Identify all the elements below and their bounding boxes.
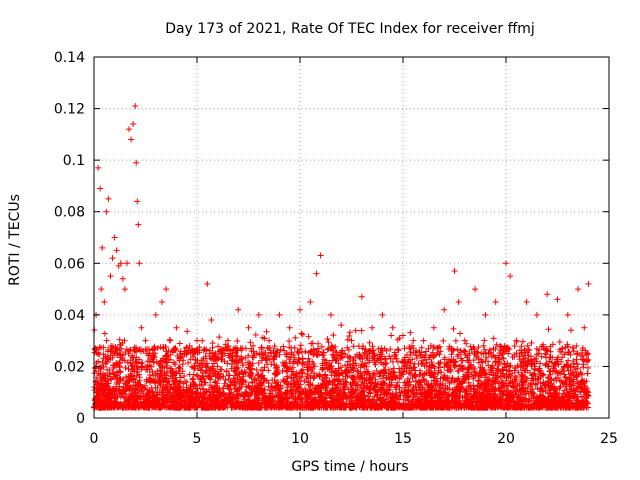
y-tick-label: 0 <box>76 411 85 427</box>
data-point <box>183 350 190 357</box>
y-tick-label: 0.14 <box>54 50 85 66</box>
data-point <box>581 324 588 331</box>
data-point <box>338 322 345 329</box>
data-point <box>158 298 165 305</box>
data-point <box>369 324 376 331</box>
data-point <box>235 306 242 313</box>
data-point <box>533 311 540 318</box>
data-point <box>113 247 120 254</box>
x-tick-label: 15 <box>394 431 412 447</box>
data-point <box>126 126 133 133</box>
data-point <box>204 280 211 287</box>
data-point <box>130 121 137 128</box>
data-point <box>523 298 530 305</box>
data-point <box>133 159 140 166</box>
plot-frame <box>93 56 610 419</box>
x-tick-label: 20 <box>497 431 515 447</box>
data-point <box>103 208 110 215</box>
data-point <box>138 324 145 331</box>
data-point <box>111 234 118 241</box>
y-tick-label: 0.12 <box>54 102 85 118</box>
y-tick-label: 0.06 <box>54 256 85 272</box>
data-point <box>208 317 215 324</box>
data-point <box>410 337 417 344</box>
data-point <box>575 286 582 293</box>
data-point <box>286 324 293 331</box>
x-tick-label: 0 <box>90 431 99 447</box>
data-point <box>441 306 448 313</box>
data-point <box>513 337 520 344</box>
x-tick-label: 5 <box>193 431 202 447</box>
data-point <box>173 324 180 331</box>
data-point <box>451 268 458 275</box>
data-point <box>119 275 126 282</box>
y-tick-label: 0.04 <box>54 308 85 324</box>
chart-title: Day 173 of 2021, Rate Of TEC Index for r… <box>165 21 535 37</box>
y-tick-label: 0.1 <box>63 153 85 169</box>
data-point <box>297 306 303 313</box>
data-point <box>146 350 153 357</box>
data-point <box>317 252 324 259</box>
data-point <box>214 363 221 370</box>
x-tick-label: 25 <box>600 431 618 447</box>
data-point <box>152 311 159 318</box>
data-point <box>327 311 334 318</box>
data-point <box>163 286 170 293</box>
data-point <box>142 337 149 344</box>
data-point <box>95 164 102 171</box>
data-point <box>134 198 141 205</box>
data-point <box>461 337 468 344</box>
axis-ticks: 0 5 10 15 20 25 0 0.02 0.04 0.06 0.08 0.1 0.12 0.14 <box>54 50 618 447</box>
data-point <box>472 286 479 293</box>
data-point <box>276 311 283 318</box>
data-point <box>455 298 462 305</box>
data-point <box>128 136 135 143</box>
data-point <box>307 298 314 305</box>
y-tick-label: 0.02 <box>54 359 85 375</box>
data-point <box>430 324 437 331</box>
data-point <box>117 260 124 267</box>
data-point <box>554 296 561 303</box>
dense-data-cloud <box>91 325 592 411</box>
data-point <box>194 337 200 344</box>
data-point <box>400 332 406 339</box>
data-point <box>123 260 130 267</box>
dense-points-path <box>91 325 592 411</box>
data-point <box>101 298 108 305</box>
data-point <box>379 311 386 318</box>
data-point <box>99 244 106 251</box>
data-point <box>358 293 365 300</box>
data-point <box>136 260 143 267</box>
data-point <box>167 337 174 344</box>
data-point <box>109 255 116 262</box>
data-point <box>107 273 114 280</box>
data-point <box>564 311 571 318</box>
data-point <box>348 337 355 344</box>
x-tick-label: 10 <box>291 431 309 447</box>
data-point <box>121 286 128 293</box>
data-point <box>132 102 139 109</box>
data-point <box>135 221 142 228</box>
data-point <box>492 298 499 305</box>
data-point <box>507 273 514 280</box>
data-point <box>266 337 273 344</box>
y-tick-label: 0.08 <box>54 205 85 221</box>
data-point <box>389 324 396 331</box>
y-axis-label: ROTI / TECUs <box>7 194 23 286</box>
data-point <box>585 280 592 287</box>
data-point <box>313 270 320 277</box>
data-point <box>98 286 105 293</box>
data-point <box>255 311 262 318</box>
data-point <box>105 195 112 202</box>
x-axis-label: GPS time / hours <box>291 459 408 475</box>
data-point <box>420 337 427 344</box>
data-point <box>224 337 231 344</box>
data-point <box>503 260 509 267</box>
data-point <box>544 291 551 298</box>
data-point <box>97 185 104 192</box>
data-points <box>93 102 592 370</box>
data-point <box>245 324 252 331</box>
data-point <box>482 311 489 318</box>
